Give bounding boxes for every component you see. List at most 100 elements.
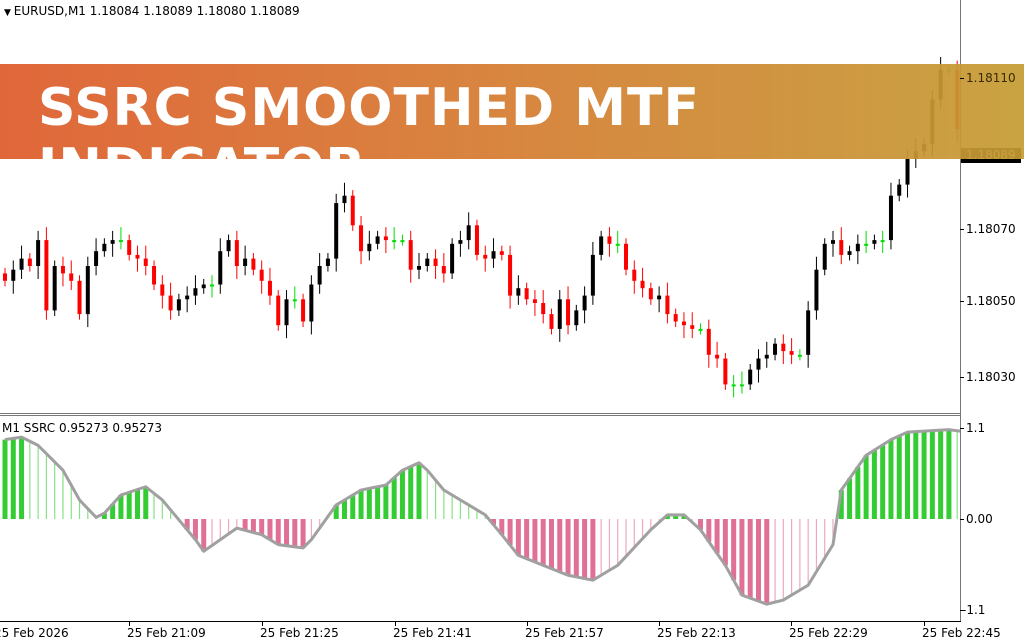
histogram-bar [764, 519, 770, 605]
time-label: 25 Feb 21:09 [127, 626, 206, 640]
time-label: 25 Feb 21:57 [525, 626, 604, 640]
histogram-bar [863, 455, 869, 519]
histogram-bar [62, 470, 64, 519]
candle-body [731, 384, 736, 387]
histogram-bar [267, 519, 273, 540]
histogram-bar [617, 519, 619, 566]
candle-body [118, 240, 123, 243]
histogram-bar [491, 519, 497, 525]
histogram-bar [673, 514, 679, 519]
price-chart[interactable] [0, 0, 960, 413]
time-label: 25 Feb 2026 [0, 626, 69, 640]
histogram-bar [714, 519, 720, 554]
histogram-bar [358, 490, 364, 519]
histogram-bar [459, 499, 461, 519]
candle-body [325, 258, 330, 266]
candle-body [582, 295, 587, 311]
histogram-bar [399, 470, 405, 519]
candle-body [665, 295, 670, 315]
candle-body [3, 273, 7, 281]
candle-body [94, 251, 99, 266]
histogram-bar [236, 519, 238, 529]
candle-body [350, 195, 355, 226]
histogram-bar [633, 519, 635, 548]
candle-body [143, 258, 148, 266]
histogram-bar [250, 519, 256, 533]
candle-body [483, 254, 488, 259]
histogram-bar [192, 519, 198, 540]
histogram-bar [408, 466, 414, 519]
histogram-bar [641, 519, 644, 539]
candle-body [243, 258, 248, 266]
histogram-bar [110, 504, 116, 519]
candle-body [880, 240, 885, 243]
candle-body [317, 266, 322, 285]
histogram-bar [791, 519, 793, 596]
histogram-bar [275, 519, 281, 545]
histogram-bar [507, 519, 513, 546]
histogram-bar [664, 514, 670, 519]
histogram-bar [242, 519, 248, 531]
time-label: 25 Feb 21:25 [260, 626, 339, 640]
histogram-bar [774, 519, 776, 603]
candle-body [499, 251, 504, 255]
candle-body [624, 243, 628, 270]
candle-body [905, 158, 910, 185]
histogram-bar [170, 509, 172, 519]
histogram-bar [319, 519, 321, 529]
candle-body [897, 184, 902, 196]
time-label: 25 Feb 22:45 [922, 626, 1001, 640]
candle-body [342, 195, 347, 204]
histogram-bar [375, 486, 381, 519]
candle-body [77, 280, 82, 315]
candle-body [715, 354, 720, 359]
candle-body [11, 269, 16, 281]
candle-body [36, 240, 41, 266]
histogram-bar [153, 493, 155, 519]
candle-body [888, 195, 893, 241]
candle-body [276, 295, 281, 326]
histogram-bar [259, 519, 265, 535]
time-label: 25 Feb 21:41 [393, 626, 472, 640]
histogram-bar [698, 519, 704, 530]
dropdown-triangle-icon[interactable]: ▼ [4, 8, 14, 18]
histogram-bar [284, 519, 290, 546]
histogram-bar [201, 519, 207, 552]
candle-body [375, 236, 380, 244]
histogram-bar [565, 519, 571, 576]
histogram-bar [2, 439, 8, 519]
histogram-bar [929, 430, 935, 519]
candle-body [127, 240, 132, 255]
candle-body [864, 243, 869, 246]
ssrc-indicator-chart[interactable] [0, 417, 960, 621]
candle-body [723, 358, 728, 385]
histogram-bar [184, 519, 190, 530]
histogram-bar [731, 519, 737, 581]
histogram-bar [782, 519, 784, 601]
candle-body [607, 236, 612, 244]
candle-body [566, 299, 571, 326]
histogram-bar [29, 441, 31, 519]
indicator-axis-label: 0.00 [966, 512, 993, 526]
candle-body [756, 358, 761, 370]
candle-body [218, 251, 223, 285]
pane-separator[interactable] [0, 413, 960, 416]
candle-body [872, 240, 877, 244]
candle-body [284, 299, 289, 326]
candle-body [226, 240, 231, 252]
candle-body [839, 240, 844, 255]
histogram-bar [524, 519, 530, 559]
histogram-bar [310, 519, 312, 540]
candle-body [681, 321, 686, 326]
candle-body [441, 266, 446, 274]
time-label: 25 Feb 22:29 [789, 626, 868, 640]
candle-body [739, 384, 744, 387]
symbol-header: ▼ EURUSD,M1 1.18084 1.18089 1.18080 1.18… [4, 4, 300, 18]
candle-body [508, 254, 513, 296]
candle-body [590, 254, 595, 296]
price-axis-border [960, 0, 961, 622]
histogram-bar [847, 478, 853, 519]
candle-body [85, 266, 90, 315]
candle-body [367, 243, 372, 252]
histogram-bar [896, 435, 902, 519]
